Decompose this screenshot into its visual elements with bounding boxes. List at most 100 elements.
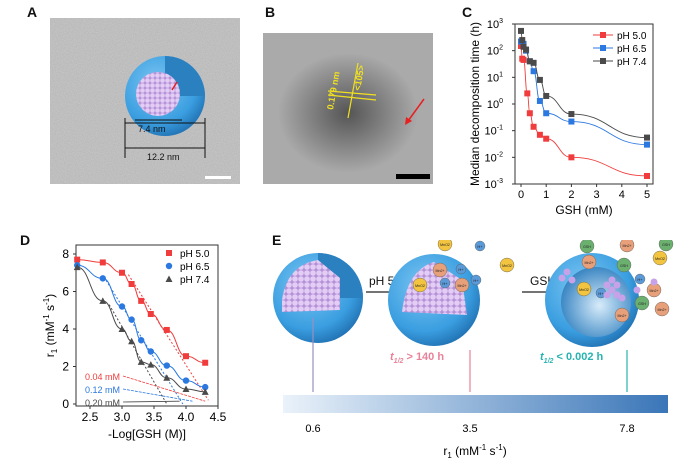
- x-tick-label: 3.5: [146, 410, 163, 424]
- data-point: [163, 362, 170, 369]
- species-bubble: [437, 240, 453, 252]
- species-bubble: [616, 257, 632, 273]
- x-tick-label: 4: [619, 189, 625, 201]
- arrow-red: [407, 98, 425, 122]
- species-mno2: MnO2: [576, 281, 592, 297]
- inner-size-label: 7.4 nm: [138, 124, 166, 134]
- x-tick-label: 2.5: [82, 410, 99, 424]
- scale-label-0: 0.6: [305, 423, 320, 435]
- species-label: H+: [477, 244, 483, 249]
- y-tick-label: 6: [62, 285, 69, 299]
- y-tick-label: 0: [62, 397, 69, 411]
- annotation-line: [122, 388, 193, 402]
- species-bubble: [634, 295, 650, 311]
- data-point: [519, 37, 526, 44]
- species-label: H+: [637, 277, 643, 282]
- y-tick-label: 100: [487, 98, 503, 111]
- data-point: [202, 359, 209, 366]
- sphere-inset: [125, 56, 205, 136]
- species-bubble: [654, 301, 670, 317]
- data-point: [523, 46, 530, 53]
- species-bubble: [576, 281, 592, 297]
- y-tick-label: 102: [487, 45, 503, 58]
- data-point: [182, 385, 190, 392]
- data-point: [99, 275, 107, 282]
- data-point: [536, 131, 543, 138]
- y-axis-title: Median decomposition time (h): [468, 22, 482, 186]
- data-point: [138, 297, 145, 304]
- atom: [608, 276, 616, 284]
- atom: [608, 286, 616, 294]
- r1-gradient-bar: [283, 395, 668, 413]
- data-point: [644, 141, 650, 148]
- data-point: [530, 123, 537, 130]
- nanoparticle-intact: [273, 253, 363, 343]
- legend-label: pH 7.4: [617, 57, 647, 68]
- y-tick-label: 10-1: [485, 125, 504, 138]
- species-label: Mn2+: [649, 289, 658, 293]
- data-point: [99, 297, 107, 304]
- atom: [633, 286, 641, 294]
- species-bubble: [619, 240, 635, 253]
- panel-label-e: E: [272, 232, 282, 248]
- species-bubble: [499, 257, 515, 273]
- legend-label: pH 5.0: [617, 31, 647, 42]
- x-axis-title: -Log[GSH (M)]: [108, 427, 186, 441]
- panel-label-c: C: [462, 4, 473, 20]
- data-point: [530, 59, 537, 66]
- chart-d: 2.5 3.0 3.5 4.0 4.5 0 2 4 6 8 -Log[GSH (M)] r1 (mM-…: [42, 244, 227, 441]
- y-tick-label: 2: [62, 360, 69, 374]
- atom: [603, 281, 611, 289]
- data-point: [128, 316, 135, 323]
- data-point: [530, 68, 537, 75]
- species-label: Mn2+: [435, 269, 444, 273]
- species-label: MnO2: [440, 243, 450, 247]
- scale-label-2: 7.8: [619, 423, 634, 435]
- scale-bar: [396, 174, 430, 179]
- data-point: [543, 110, 550, 117]
- tangent-line: [105, 279, 184, 405]
- data-point: [183, 353, 189, 360]
- species-bubble: [412, 277, 428, 293]
- data-point: [543, 135, 550, 142]
- data-point: [536, 97, 543, 104]
- scale-label-1: 3.5: [462, 423, 477, 435]
- data-point: [118, 303, 126, 310]
- data-point: [118, 325, 126, 332]
- lattice-plane: <105>: [352, 64, 366, 91]
- y-tick-label: 101: [487, 71, 503, 84]
- data-point: [518, 27, 524, 34]
- species-bubble: [432, 262, 448, 278]
- species-mn2-plus: Mn2+: [581, 254, 597, 270]
- species-label: H+: [473, 278, 479, 283]
- plot-frame: [75, 244, 219, 407]
- legend-marker: [600, 32, 606, 38]
- species-label: H+: [442, 281, 448, 286]
- data-point: [128, 337, 136, 345]
- data-point: [138, 337, 145, 344]
- panel-label-a: A: [27, 4, 38, 20]
- species-label: MnO2: [502, 264, 512, 268]
- data-point: [119, 269, 125, 276]
- chart-c: 0 1 2 3 4 5 10-3 10-2 10-1 100 101 102 103 GSH (mM) Me…: [468, 18, 654, 217]
- species-label: Mn2+: [657, 308, 666, 312]
- data-point: [73, 263, 81, 271]
- data-point: [147, 361, 155, 368]
- species-mno2: MnO2: [652, 250, 668, 266]
- panel-label-b: B: [265, 4, 276, 20]
- annotation-line: [122, 375, 206, 402]
- nanoparticle-dissolved: GSH Mn2+ GSH Mn2+ GSH MnO2 H+ MnO2 H+ GSH Mn2+ Mn2+…: [545, 240, 674, 347]
- species-h-plus: H+: [474, 240, 486, 252]
- x-tick-label: 0: [518, 189, 524, 201]
- panel-label-d: D: [20, 232, 31, 248]
- species-mno2: MnO2: [437, 240, 453, 252]
- y-tick-label: 8: [62, 247, 69, 261]
- outer-size-label: 12.2 nm: [147, 152, 180, 162]
- atom: [563, 268, 571, 276]
- species-bubble: [652, 250, 668, 266]
- legend-label: pH 6.5: [617, 44, 647, 55]
- y-tick-label: 103: [487, 18, 503, 31]
- x-tick-label: 4.0: [178, 410, 195, 424]
- species-label: H+: [458, 267, 464, 272]
